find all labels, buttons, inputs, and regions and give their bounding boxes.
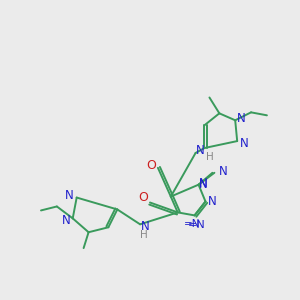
Text: N: N xyxy=(141,220,149,233)
Text: N: N xyxy=(219,165,228,178)
Text: H: H xyxy=(206,152,213,162)
Text: H: H xyxy=(140,230,148,240)
Text: =N: =N xyxy=(188,220,206,230)
Text: N: N xyxy=(199,177,208,190)
Text: N: N xyxy=(61,214,70,227)
Text: N: N xyxy=(199,178,208,191)
Text: O: O xyxy=(138,191,148,204)
Text: O: O xyxy=(146,159,156,172)
Text: N: N xyxy=(237,112,245,125)
Text: N: N xyxy=(240,136,248,150)
Text: N: N xyxy=(65,189,74,202)
Text: N: N xyxy=(208,195,217,208)
Text: N: N xyxy=(196,145,205,158)
Text: =N: =N xyxy=(184,219,201,229)
